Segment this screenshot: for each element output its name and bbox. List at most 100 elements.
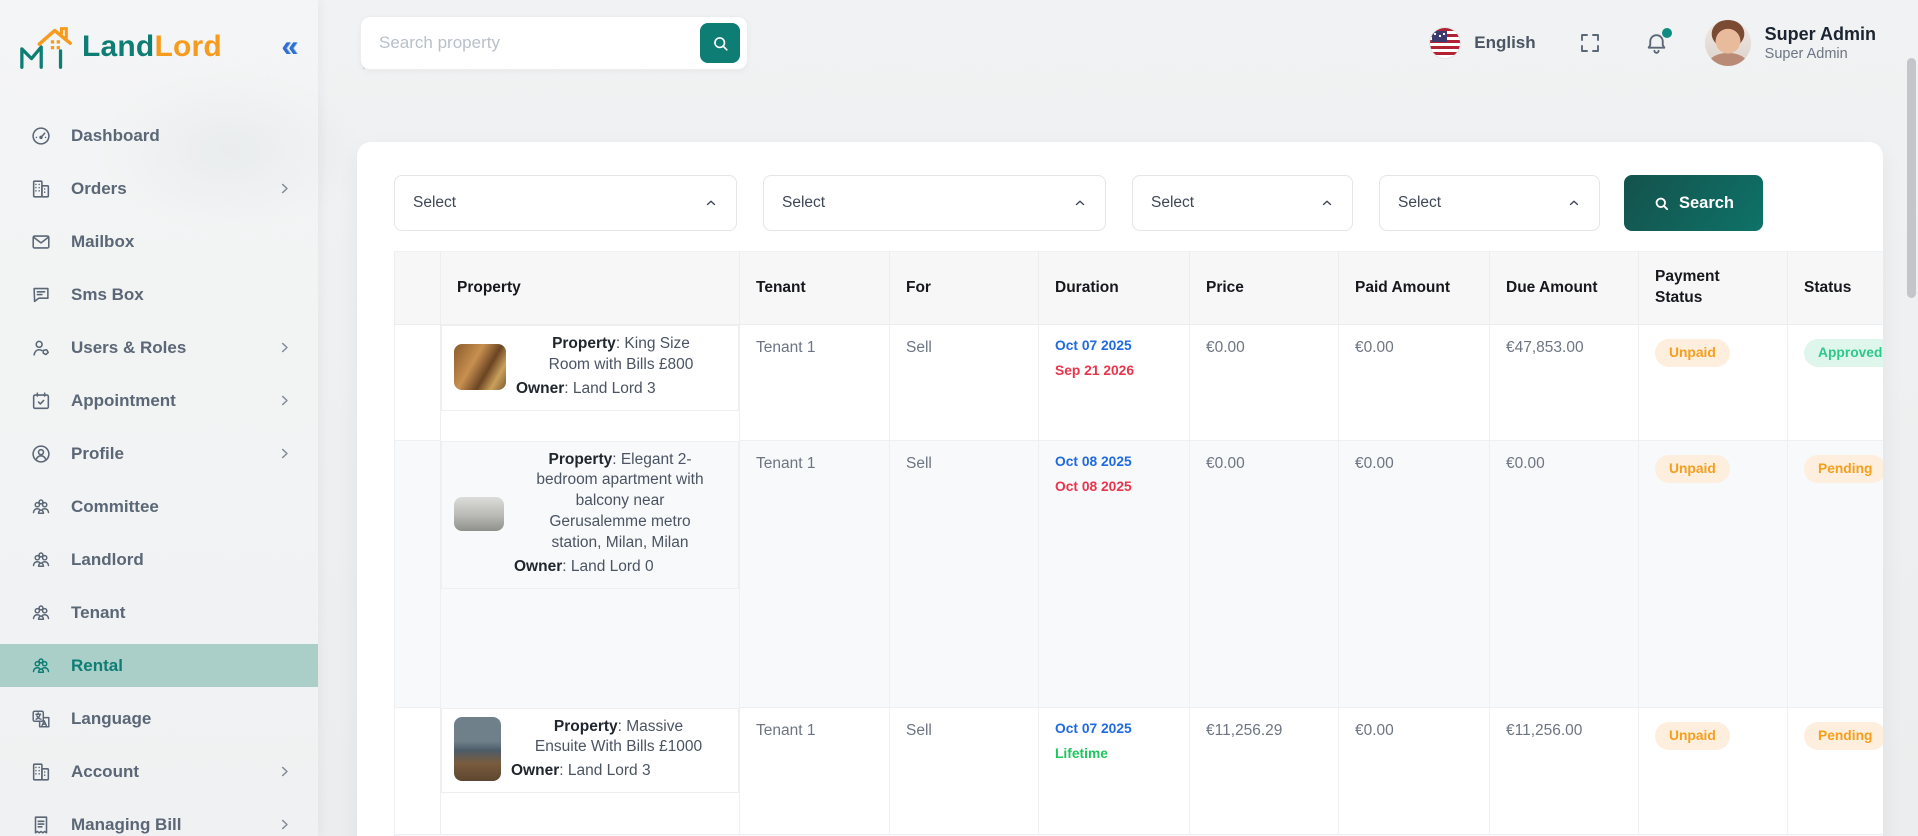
payment-status-badge: Unpaid bbox=[1655, 339, 1730, 367]
chevron-up-icon bbox=[704, 196, 718, 210]
chat-icon bbox=[30, 284, 52, 306]
column-header-duration: Duration bbox=[1039, 252, 1190, 325]
sidebar-item-managing-bill[interactable]: Managing Bill bbox=[0, 803, 318, 836]
chevron-up-icon bbox=[1567, 196, 1581, 210]
main-area: Home/Rentals English Super bbox=[318, 0, 1918, 836]
topbar-right-cluster: English Super Admin Super Admin bbox=[1430, 20, 1876, 66]
people-icon bbox=[30, 496, 52, 518]
property-thumbnail bbox=[454, 497, 504, 531]
sidebar-item-orders[interactable]: Orders bbox=[0, 167, 318, 210]
owner-label: Owner bbox=[514, 558, 562, 575]
tenant-cell: Tenant 1 bbox=[740, 325, 890, 441]
sidebar-item-mailbox[interactable]: Mailbox bbox=[0, 220, 318, 263]
search-input[interactable] bbox=[361, 33, 700, 53]
sidebar-item-label: Rental bbox=[71, 656, 123, 676]
property-cell: Property: King Size Room with Bills £800… bbox=[441, 325, 739, 411]
notifications-button[interactable] bbox=[1644, 31, 1669, 56]
property-thumbnail bbox=[454, 344, 506, 390]
payment-status-cell: Unpaid bbox=[1639, 441, 1788, 708]
calendar-check-icon bbox=[30, 390, 52, 412]
user-meta: Super Admin Super Admin bbox=[1765, 23, 1876, 64]
user-menu[interactable]: Super Admin Super Admin bbox=[1705, 20, 1876, 66]
row-spacer-cell bbox=[395, 325, 441, 441]
filter-select-4[interactable]: Select bbox=[1379, 175, 1600, 231]
paid-amount-cell: €0.00 bbox=[1339, 441, 1490, 708]
sidebar-item-language[interactable]: Language bbox=[0, 697, 318, 740]
status-cell: Pending bbox=[1788, 708, 1884, 835]
sidebar-collapse-icon[interactable]: « bbox=[281, 32, 298, 62]
sidebar-item-label: Profile bbox=[71, 444, 124, 464]
sidebar-item-label: Mailbox bbox=[71, 232, 134, 252]
row-spacer-cell bbox=[395, 708, 441, 835]
people-icon bbox=[30, 602, 52, 624]
language-selector[interactable]: English bbox=[1430, 28, 1535, 58]
duration-end-lifetime: Lifetime bbox=[1055, 747, 1177, 761]
price-cell: €11,256.29 bbox=[1190, 708, 1339, 835]
notification-dot bbox=[1662, 28, 1672, 38]
sidebar-nav: Dashboard Orders Mailbox Sms Box Users &… bbox=[0, 84, 318, 836]
price-cell: €0.00 bbox=[1190, 325, 1339, 441]
sidebar-item-account[interactable]: Account bbox=[0, 750, 318, 793]
column-header-payment-status: Payment Status bbox=[1639, 252, 1788, 325]
landlord-logo-icon bbox=[18, 24, 76, 70]
sidebar-item-appointment[interactable]: Appointment bbox=[0, 379, 318, 422]
filter-search-button[interactable]: Search bbox=[1624, 175, 1763, 231]
language-label: English bbox=[1474, 33, 1535, 53]
status-badge: Pending bbox=[1804, 722, 1883, 750]
due-amount-cell: €47,853.00 bbox=[1490, 325, 1639, 441]
sidebar-item-dashboard[interactable]: Dashboard bbox=[0, 114, 318, 157]
filter-select-1[interactable]: Select bbox=[394, 175, 737, 231]
sidebar-item-sms-box[interactable]: Sms Box bbox=[0, 273, 318, 316]
sidebar-item-tenant[interactable]: Tenant bbox=[0, 591, 318, 634]
search-icon bbox=[711, 34, 730, 53]
column-header-empty bbox=[395, 252, 441, 325]
search-icon bbox=[1653, 195, 1670, 212]
paid-amount-cell: €0.00 bbox=[1339, 325, 1490, 441]
sidebar-item-profile[interactable]: Profile bbox=[0, 432, 318, 475]
property-text: Property: King Size Room with Bills £800… bbox=[516, 334, 726, 400]
property-cell: Property: Massive Ensuite With Bills £10… bbox=[441, 708, 739, 794]
property-thumbnail bbox=[454, 717, 501, 781]
payment-status-badge: Unpaid bbox=[1655, 722, 1730, 750]
for-cell: Sell bbox=[890, 441, 1039, 708]
fullscreen-icon bbox=[1578, 31, 1602, 55]
sidebar-item-landlord[interactable]: Landlord bbox=[0, 538, 318, 581]
select-value: Select bbox=[1398, 194, 1567, 212]
price-cell: €0.00 bbox=[1190, 441, 1339, 708]
payment-status-cell: Unpaid bbox=[1639, 708, 1788, 835]
duration-cell: Oct 07 2025 Lifetime bbox=[1039, 708, 1190, 835]
filter-select-2[interactable]: Select bbox=[763, 175, 1106, 231]
duration-end-date: Oct 08 2025 bbox=[1055, 480, 1177, 494]
sidebar-item-label: Sms Box bbox=[71, 285, 144, 305]
logo: LandLord « bbox=[0, 0, 318, 84]
filter-search-label: Search bbox=[1679, 194, 1734, 213]
receipt-icon bbox=[30, 814, 52, 836]
chevron-up-icon bbox=[1320, 196, 1334, 210]
property-text: Property: Massive Ensuite With Bills £10… bbox=[511, 717, 726, 783]
property-search bbox=[360, 16, 748, 70]
chevron-right-icon bbox=[277, 817, 292, 832]
table-header-row: Property Tenant For Duration Price Paid … bbox=[395, 252, 1884, 325]
status-badge: Pending bbox=[1804, 455, 1883, 483]
table-row: Property: Elegant 2-bedroom apartment wi… bbox=[395, 441, 1884, 708]
sidebar-item-rental[interactable]: Rental bbox=[0, 644, 318, 687]
chevron-right-icon bbox=[277, 446, 292, 461]
filter-select-3[interactable]: Select bbox=[1132, 175, 1353, 231]
sidebar: LandLord « Dashboard Orders Mailbox Sms … bbox=[0, 0, 318, 836]
fullscreen-button[interactable] bbox=[1578, 31, 1602, 55]
search-submit-button[interactable] bbox=[700, 23, 740, 63]
payment-status-badge: Unpaid bbox=[1655, 455, 1730, 483]
due-amount-cell: €11,256.00 bbox=[1490, 708, 1639, 835]
topbar: English Super Admin Super Admin bbox=[318, 0, 1918, 90]
duration-start-date: Oct 07 2025 bbox=[1055, 722, 1177, 736]
duration-start-date: Oct 08 2025 bbox=[1055, 455, 1177, 469]
status-cell: Approved bbox=[1788, 325, 1884, 441]
sidebar-item-label: Landlord bbox=[71, 550, 144, 570]
owner-name: : Land Lord 3 bbox=[564, 380, 655, 397]
sidebar-item-users-roles[interactable]: Users & Roles bbox=[0, 326, 318, 369]
scrollbar-thumb[interactable] bbox=[1907, 58, 1916, 298]
rentals-table-wrap: Property Tenant For Duration Price Paid … bbox=[394, 251, 1883, 836]
sidebar-item-label: Managing Bill bbox=[71, 815, 182, 835]
sidebar-item-committee[interactable]: Committee bbox=[0, 485, 318, 528]
user-role: Super Admin bbox=[1765, 45, 1876, 63]
